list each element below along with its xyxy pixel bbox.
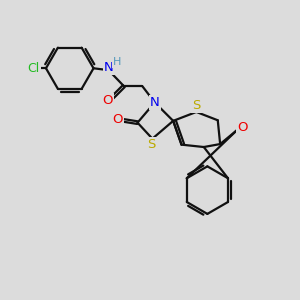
Text: S: S [192,99,201,112]
Text: Cl: Cl [27,62,40,75]
Text: O: O [112,112,123,126]
Text: S: S [147,138,155,151]
Text: O: O [102,94,112,107]
Text: N: N [104,61,114,74]
Text: N: N [150,96,160,109]
Text: H: H [113,57,122,67]
Text: O: O [238,121,248,134]
